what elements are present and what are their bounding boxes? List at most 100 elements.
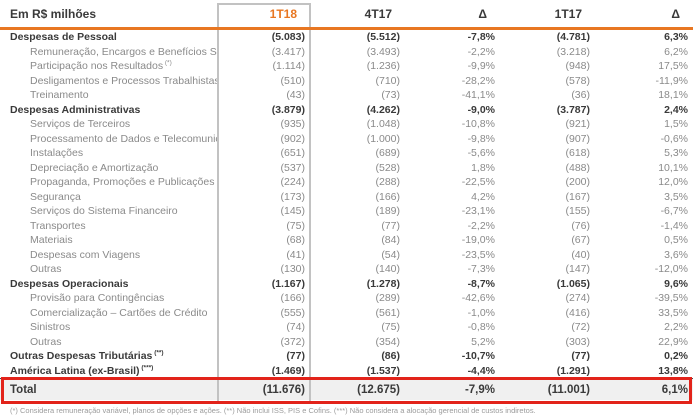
row-value: 3,5% bbox=[664, 190, 688, 203]
row-value: -9,8% bbox=[467, 132, 495, 145]
table-row: Remuneração, Encargos e Benefícios Socia… bbox=[0, 45, 693, 60]
row-value: (54) bbox=[381, 248, 400, 261]
row-value: (67) bbox=[571, 234, 590, 247]
row-value: (84) bbox=[381, 234, 400, 247]
row-value: -41,1% bbox=[461, 89, 495, 102]
row-value: (935) bbox=[280, 118, 305, 131]
row-value: (86) bbox=[381, 350, 400, 363]
row-label: Despesas com Viagens bbox=[30, 248, 141, 261]
row-value: 18,1% bbox=[658, 89, 688, 102]
row-value: (155) bbox=[565, 205, 590, 218]
row-value: 33,5% bbox=[658, 306, 688, 319]
table-row: Outras (130) (140) -7,3% (147) -12,0% bbox=[0, 262, 693, 277]
row-value: (3.879) bbox=[271, 103, 305, 116]
table-row: Outras (372) (354) 5,2% (303) 22,9% bbox=[0, 335, 693, 350]
row-value: 17,5% bbox=[658, 60, 688, 73]
row-value: -9,0% bbox=[467, 103, 495, 116]
row-value: (77) bbox=[286, 350, 305, 363]
header-col-1t17: 1T17 bbox=[554, 6, 582, 21]
table-row: Propaganda, Promoções e Publicações (224)… bbox=[0, 175, 693, 190]
row-value: -4,4% bbox=[467, 364, 495, 377]
header-col-4t17: 4T17 bbox=[364, 6, 392, 21]
table-row: Transportes (75) (77) -2,2% (76) -1,4% bbox=[0, 219, 693, 234]
footnote-text: (*) Considera remuneração variável, plan… bbox=[10, 406, 536, 415]
row-value: (4.262) bbox=[366, 103, 400, 116]
row-value: (145) bbox=[280, 205, 305, 218]
header-col-delta-1: Δ bbox=[478, 6, 487, 21]
row-value: -0,6% bbox=[660, 132, 688, 145]
row-value: (75) bbox=[381, 321, 400, 334]
table-row: América Latina (ex-Brasil) (***) (1.469) (… bbox=[0, 364, 693, 379]
table-row: Depreciação e Amortização (537) (528) 1,8% (… bbox=[0, 161, 693, 176]
row-label: Propaganda, Promoções e Publicações bbox=[30, 176, 215, 189]
row-value: -42,6% bbox=[461, 292, 495, 305]
row-value: (77) bbox=[381, 219, 400, 232]
row-value: 3,6% bbox=[664, 248, 688, 261]
row-value: (651) bbox=[280, 147, 305, 160]
row-label: Remuneração, Encargos e Benefícios Socia… bbox=[30, 45, 218, 58]
row-value: (77) bbox=[571, 350, 590, 363]
footnote-marker: (***) bbox=[139, 364, 154, 372]
table-row: Serviços de Terceiros (935) (1.048) -10,8% (… bbox=[0, 117, 693, 132]
footnote-marker: (*) bbox=[163, 60, 172, 67]
row-value: (1.000) bbox=[366, 132, 400, 145]
row-value: (166) bbox=[375, 190, 400, 203]
row-value: 1,8% bbox=[471, 161, 495, 174]
row-value: (73) bbox=[381, 89, 400, 102]
row-value: (948) bbox=[565, 60, 590, 73]
row-value: (40) bbox=[571, 248, 590, 261]
row-value: (274) bbox=[565, 292, 590, 305]
table-row: Materiais (68) (84) -19,0% (67) 0,5% bbox=[0, 233, 693, 248]
row-value: (1.167) bbox=[271, 277, 305, 290]
row-value: (147) bbox=[565, 263, 590, 276]
row-value: 2,2% bbox=[664, 321, 688, 334]
row-value: -23,1% bbox=[461, 205, 495, 218]
row-value: (4.781) bbox=[556, 31, 590, 44]
table-header-row: Em R$ milhões 1T18 4T17 Δ 1T17 Δ bbox=[0, 0, 693, 27]
row-label: Transportes bbox=[30, 219, 86, 232]
header-unit-label: Em R$ milhões bbox=[10, 6, 97, 21]
row-value: (510) bbox=[280, 74, 305, 87]
row-value: (140) bbox=[375, 263, 400, 276]
row-label: Serviços de Terceiros bbox=[30, 118, 131, 131]
row-label: Outras bbox=[30, 335, 62, 348]
row-value: (488) bbox=[565, 161, 590, 174]
table-row: Despesas com Viagens (41) (54) -23,5% (40) 3,… bbox=[0, 248, 693, 263]
table-row: Comercialização – Cartões de Crédito (555… bbox=[0, 306, 693, 321]
row-value: 5,2% bbox=[471, 335, 495, 348]
row-value: (224) bbox=[280, 176, 305, 189]
table-row: Despesas de Pessoal (5.083) (5.512) -7,8% (4… bbox=[0, 30, 693, 45]
row-value: (36) bbox=[571, 89, 590, 102]
table-row: Serviços do Sistema Financeiro (145) (189)… bbox=[0, 204, 693, 219]
table-row: Segurança (173) (166) 4,2% (167) 3,5% bbox=[0, 190, 693, 205]
row-label: Desligamentos e Processos Trabalhistas bbox=[30, 74, 218, 87]
row-label: Despesas de Pessoal bbox=[10, 31, 117, 44]
row-value: (689) bbox=[375, 147, 400, 160]
row-value: (288) bbox=[375, 176, 400, 189]
row-value: -39,5% bbox=[654, 292, 688, 305]
row-value: -9,9% bbox=[467, 60, 495, 73]
row-label: Instalações bbox=[30, 147, 84, 160]
row-value: (5.512) bbox=[366, 31, 400, 44]
row-value: 1,5% bbox=[664, 118, 688, 131]
row-value: 13,8% bbox=[658, 364, 688, 377]
row-value: -10,8% bbox=[461, 118, 495, 131]
row-value: (902) bbox=[280, 132, 305, 145]
row-value: -22,5% bbox=[461, 176, 495, 189]
row-value: -7,8% bbox=[467, 31, 495, 44]
header-col-1t18: 1T18 bbox=[269, 6, 297, 21]
table-row: Provisão para Contingências (166) (289) -42… bbox=[0, 291, 693, 306]
row-value: (561) bbox=[375, 306, 400, 319]
row-value: -19,0% bbox=[461, 234, 495, 247]
table-row: Instalações (651) (689) -5,6% (618) 5,3% bbox=[0, 146, 693, 161]
row-value: (1.291) bbox=[556, 364, 590, 377]
footnote-marker: (**) bbox=[152, 350, 164, 357]
row-label: Despesas Operacionais bbox=[10, 277, 129, 290]
row-value: (5.083) bbox=[271, 31, 305, 44]
row-value: (1.065) bbox=[556, 277, 590, 290]
row-value: 22,9% bbox=[658, 335, 688, 348]
row-value: 5,3% bbox=[664, 147, 688, 160]
row-value: (3.417) bbox=[271, 45, 305, 58]
row-value: 10,1% bbox=[658, 161, 688, 174]
row-value: (372) bbox=[280, 335, 305, 348]
